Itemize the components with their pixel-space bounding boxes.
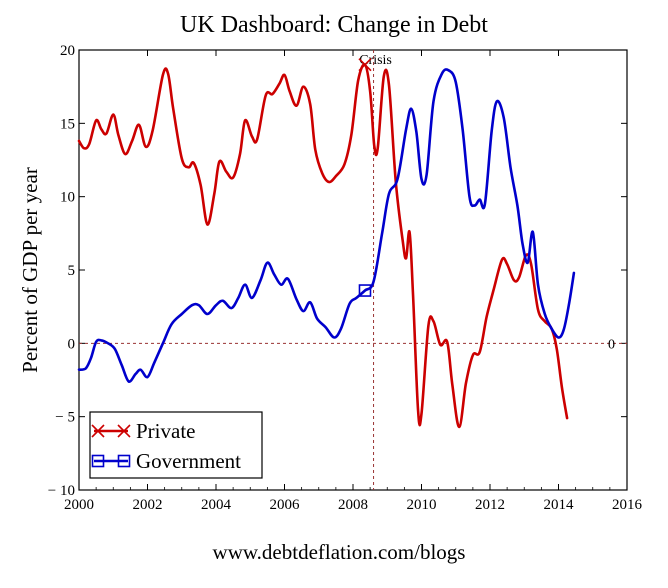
legend-marker-b-private [117,424,131,438]
legend-label-government: Government [136,449,241,473]
x-tick-label: 2016 [612,497,643,513]
y-tick-label: 15 [60,116,75,132]
y-tick-label: 20 [60,43,75,59]
series-marker-private-stroke-b [358,58,372,72]
x-tick-label: 2012 [475,497,505,513]
legend: Private Government [89,411,263,479]
series-line-government [77,68,576,383]
axes: 2000 2002 2004 2006 2008 2010 2012 2014 2016− 10… [48,43,643,513]
y-axis-label: Percent of GDP per year [18,167,42,373]
x-tick-label: 2014 [544,497,575,513]
series-marker-government [358,284,372,297]
series-layer [77,58,576,429]
x-tick-label: 2004 [201,497,232,513]
footer-url: www.debtdeflation.com/blogs [213,540,466,564]
x-tick-label: 2008 [338,497,368,513]
legend-marker-a-private [91,424,105,438]
chart-title: UK Dashboard: Change in Debt [180,12,488,38]
legend-label-private: Private [136,419,195,443]
x-tick-label: 2000 [64,497,94,513]
y-tick-label: 0 [68,336,76,352]
zero-label: 0 [608,337,615,352]
x-tick-label: 2002 [133,497,163,513]
x-tick-label: 2010 [407,497,437,513]
y-tick-label: 5 [68,263,76,279]
crisis-label: Crisis [359,53,392,68]
y-tick-label: − 10 [48,483,75,499]
y-tick-label: − 5 [55,410,75,426]
legend-marker-a-government [91,454,105,468]
legend-marker-b-private-stroke-b [117,424,131,438]
legend-marker-a-private-stroke-b [91,424,105,438]
series-marker-private [358,58,372,72]
legend-marker-b-government [117,454,131,468]
y-tick-label: 10 [60,190,75,206]
series-line-private [77,63,569,429]
x-tick-label: 2006 [270,497,301,513]
